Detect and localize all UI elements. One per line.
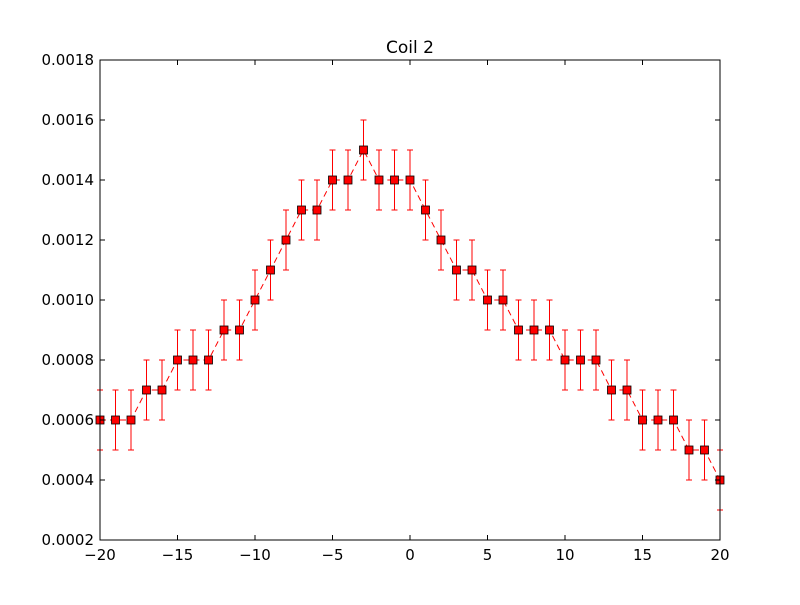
data-point <box>126 415 136 425</box>
y-tick-label: 0.0008 <box>42 351 95 369</box>
data-point <box>250 295 260 305</box>
y-tick-label: 0.0006 <box>42 411 95 429</box>
data-point <box>390 175 399 185</box>
y-tick-label: 0.0010 <box>42 291 95 309</box>
data-point <box>576 355 585 365</box>
y-tick-label: 0.0004 <box>42 471 95 489</box>
data-point <box>204 355 213 365</box>
data-point <box>219 325 229 335</box>
x-tick-label: −20 <box>84 546 116 564</box>
tick-layer: −20 −15 −10 −5 0 5 10 15 20 0.0002 0.0004 0.0006 0.0… <box>42 51 730 564</box>
data-point <box>545 325 554 335</box>
data-point <box>405 175 415 185</box>
y-tick-label: 0.0012 <box>42 231 95 249</box>
data-point <box>421 205 430 215</box>
y-tick-label: 0.0002 <box>42 531 95 549</box>
y-tick-label: 0.0014 <box>42 171 95 189</box>
data-point <box>452 265 461 275</box>
data-point <box>669 415 678 425</box>
data-point <box>591 355 601 365</box>
data-point <box>188 355 198 365</box>
x-tick-label: 15 <box>633 546 652 564</box>
chart-title: Coil 2 <box>386 38 434 58</box>
data-point <box>467 265 477 275</box>
data-point <box>235 325 244 335</box>
data-point <box>142 385 151 395</box>
x-tick-label: 0 <box>405 546 415 564</box>
x-tick-label: 10 <box>555 546 574 564</box>
data-point <box>297 205 306 215</box>
plot-frame <box>99 59 721 541</box>
data-point <box>266 265 275 275</box>
data-point <box>312 205 322 215</box>
data-point <box>498 295 508 305</box>
x-tick-label: −10 <box>239 546 271 564</box>
series-layer <box>95 119 725 511</box>
x-tick-label: −5 <box>321 546 343 564</box>
data-point <box>653 415 663 425</box>
data-point <box>514 325 523 335</box>
x-tick-label: 5 <box>483 546 493 564</box>
data-point <box>157 385 167 395</box>
y-tick-label: 0.0016 <box>42 111 95 129</box>
data-point <box>111 415 120 425</box>
data-point <box>374 175 384 185</box>
data-point <box>638 415 647 425</box>
x-tick-label: 20 <box>710 546 729 564</box>
y-tick-label: 0.0018 <box>42 51 95 69</box>
data-point <box>173 355 182 365</box>
data-point <box>607 385 616 395</box>
data-point <box>529 325 539 335</box>
data-point <box>622 385 632 395</box>
data-point <box>359 145 368 155</box>
data-point <box>700 445 709 455</box>
data-point <box>328 175 337 185</box>
data-point <box>343 175 353 185</box>
data-point <box>281 235 291 245</box>
data-point <box>684 445 694 455</box>
x-tick-label: −15 <box>162 546 194 564</box>
data-point <box>560 355 570 365</box>
data-point <box>436 235 446 245</box>
data-point <box>483 295 492 305</box>
